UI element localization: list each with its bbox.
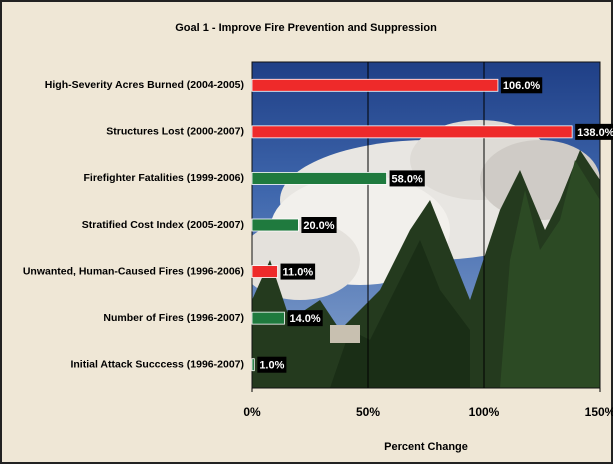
value-label-box xyxy=(500,77,543,94)
x-tick-label: 0% xyxy=(243,405,261,419)
value-label: 20.0% xyxy=(303,220,334,232)
category-label: Unwanted, Human-Caused Fires (1996-2006) xyxy=(23,265,244,277)
value-label-box xyxy=(389,170,425,187)
x-tick-label: 100% xyxy=(469,405,500,419)
x-axis-label: Percent Change xyxy=(384,441,468,453)
value-label-box xyxy=(287,310,323,327)
value-label: 106.0% xyxy=(503,80,541,92)
x-tick-label: 150% xyxy=(585,405,613,419)
value-label: 1.0% xyxy=(259,360,284,372)
category-label: High-Severity Acres Burned (2004-2005) xyxy=(45,79,244,91)
value-label: 138.0% xyxy=(577,127,613,139)
category-label: Firefighter Fatalities (1999-2006) xyxy=(84,172,244,184)
category-label: Number of Fires (1996-2007) xyxy=(103,312,244,324)
bar xyxy=(251,311,285,325)
value-label-box xyxy=(280,263,316,280)
bar xyxy=(251,78,499,92)
bar xyxy=(251,218,299,232)
bar xyxy=(251,358,255,372)
bar xyxy=(251,125,573,139)
category-label: Initial Attack Succcess (1996-2007) xyxy=(70,358,244,370)
chart-title: Goal 1 - Improve Fire Prevention and Sup… xyxy=(175,22,437,34)
plot-photo xyxy=(252,62,600,388)
bar xyxy=(251,172,387,185)
category-label: Stratified Cost Index (2005-2007) xyxy=(82,219,244,231)
value-label-box xyxy=(257,356,287,373)
category-label: Structures Lost (2000-2007) xyxy=(106,126,244,138)
value-label-box xyxy=(301,217,337,233)
bar xyxy=(251,265,278,278)
x-tick-label: 50% xyxy=(356,405,380,419)
value-label: 11.0% xyxy=(283,266,314,278)
value-label-box xyxy=(575,123,613,140)
value-label: 58.0% xyxy=(392,173,423,185)
value-label: 14.0% xyxy=(289,313,320,325)
